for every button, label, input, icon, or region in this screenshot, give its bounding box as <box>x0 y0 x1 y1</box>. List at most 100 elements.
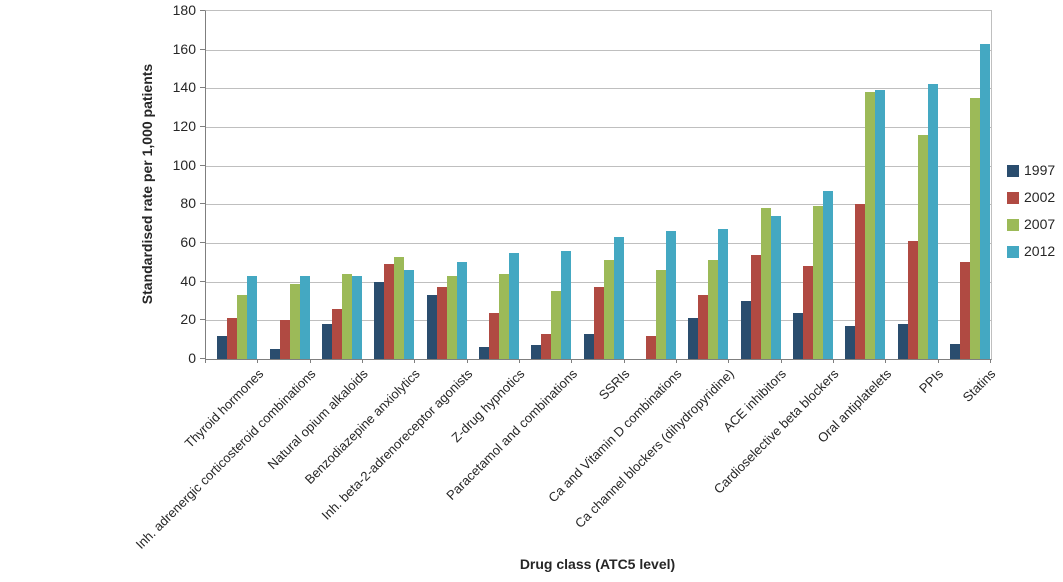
bar-1997-13 <box>845 326 856 359</box>
y-tick-label: 60 <box>180 234 196 250</box>
legend-item-2007: 2007 <box>1007 216 1056 232</box>
legend: 1997 2002 2007 2012 <box>1007 162 1056 272</box>
bar-2007-15 <box>970 98 980 359</box>
bar-1997-3 <box>322 324 332 359</box>
bar-2002-12 <box>803 266 813 359</box>
legend-swatch-icon <box>1007 164 1019 177</box>
bar-1997-12 <box>793 312 803 359</box>
x-tick-mark <box>309 359 311 363</box>
bar-2002-3 <box>332 308 342 359</box>
bar-2012-2 <box>299 275 310 359</box>
y-tick-label: 180 <box>172 2 196 18</box>
gridline <box>206 243 991 244</box>
y-tick-mark <box>200 10 205 11</box>
x-tick-mark <box>466 359 468 363</box>
x-tick-mark <box>990 359 991 363</box>
bar-2002-10 <box>698 295 709 359</box>
bar-2012-7 <box>561 250 572 359</box>
bar-2012-4 <box>404 270 415 359</box>
gridline <box>206 204 991 206</box>
bar-2002-14 <box>907 241 918 359</box>
bar-1997-7 <box>531 345 542 359</box>
y-tick-mark <box>200 358 205 359</box>
y-tick-label: 40 <box>180 272 196 289</box>
bar-2007-13 <box>865 92 876 359</box>
bar-2012-10 <box>718 229 729 359</box>
x-tick-mark <box>728 359 730 363</box>
gridline <box>206 88 991 90</box>
bar-2007-10 <box>708 260 719 359</box>
bar-2007-14 <box>917 134 928 359</box>
y-tick-mark <box>200 319 205 321</box>
bar-1997-2 <box>269 349 280 359</box>
bar-2007-1 <box>237 295 248 359</box>
bar-1997-5 <box>426 295 437 359</box>
plot-area <box>205 10 992 360</box>
bar-2002-15 <box>960 262 970 359</box>
bar-2007-7 <box>551 291 562 359</box>
bar-2012-9 <box>666 231 676 359</box>
x-tick-mark <box>937 359 939 363</box>
legend-label: 1997 <box>1024 162 1056 178</box>
bar-2012-13 <box>875 90 886 359</box>
y-tick-label: 100 <box>172 156 196 173</box>
y-tick-mark <box>200 126 205 127</box>
legend-swatch-icon <box>1007 191 1019 204</box>
y-tick-mark <box>200 164 205 166</box>
y-tick-label: 140 <box>172 79 196 96</box>
bar-1997-6 <box>479 347 489 359</box>
x-tick-mark <box>257 359 259 363</box>
gridline <box>206 281 991 283</box>
bar-2012-14 <box>927 84 938 359</box>
y-tick-mark <box>200 242 205 243</box>
y-tick-mark <box>200 280 205 282</box>
bar-2012-3 <box>352 275 362 359</box>
x-category-label: SSRIs <box>595 366 633 403</box>
legend-label: 2007 <box>1024 216 1056 232</box>
bar-1997-4 <box>374 281 385 359</box>
x-category-label: PPIs <box>916 366 947 397</box>
x-tick-mark <box>885 359 887 363</box>
legend-swatch-icon <box>1007 218 1019 231</box>
bar-2007-5 <box>446 275 457 359</box>
legend-item-1997: 1997 <box>1007 162 1056 178</box>
bar-2002-4 <box>384 264 395 359</box>
bar-1997-10 <box>688 318 699 359</box>
x-tick-mark <box>414 359 416 363</box>
bar-2002-9 <box>646 335 656 359</box>
x-category-label: Inh. adrenergic corticosteroid combinati… <box>132 366 319 552</box>
x-category-label: Natural opium alkaloids <box>264 366 371 473</box>
bar-2007-11 <box>760 208 771 359</box>
bar-2012-8 <box>613 237 624 359</box>
x-tick-mark <box>571 359 573 363</box>
x-category-label: Statins <box>959 366 999 405</box>
gridline <box>206 49 991 51</box>
x-tick-mark <box>623 359 625 363</box>
bar-2002-5 <box>436 287 447 359</box>
y-tick-mark <box>200 48 205 50</box>
bar-2002-2 <box>279 320 290 359</box>
y-tick-label: 20 <box>180 311 196 328</box>
bar-1997-14 <box>897 324 908 359</box>
legend-item-2002: 2002 <box>1007 190 1055 204</box>
y-tick-label: 80 <box>180 195 196 212</box>
bar-2002-11 <box>750 254 761 359</box>
gridline <box>206 127 991 128</box>
bar-2007-12 <box>813 206 823 359</box>
x-tick-mark <box>780 359 782 363</box>
bar-2007-9 <box>656 270 666 359</box>
gridline <box>206 165 991 167</box>
bar-1997-11 <box>740 301 751 359</box>
x-tick-mark <box>205 359 206 363</box>
bar-2012-6 <box>509 252 519 359</box>
bar-2012-11 <box>770 215 781 359</box>
bar-1997-1 <box>217 335 228 359</box>
x-axis-title: Drug class (ATC5 level) <box>519 556 676 572</box>
bar-2007-8 <box>603 260 614 359</box>
x-tick-mark <box>833 359 834 363</box>
bar-2002-13 <box>855 204 866 359</box>
y-tick-label: 0 <box>188 350 196 366</box>
bar-2012-5 <box>456 262 467 359</box>
bar-2007-6 <box>499 273 509 359</box>
